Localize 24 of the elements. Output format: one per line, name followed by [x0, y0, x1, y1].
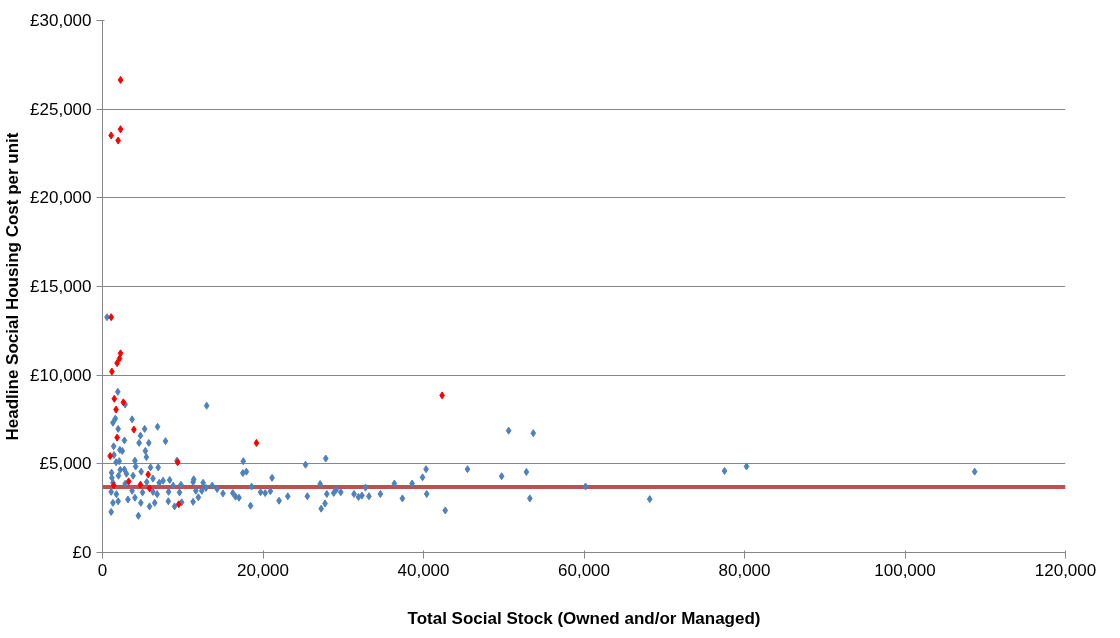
point: [125, 477, 132, 486]
point: [137, 480, 144, 489]
x-tick-label: 60,000: [558, 560, 610, 580]
y-tick-label: £0: [72, 543, 92, 562]
point: [117, 75, 124, 84]
x-tick-label: 20,000: [237, 560, 289, 580]
y-tick-label: £20,000: [30, 188, 92, 208]
y-tick-label: £5,000: [39, 454, 92, 474]
y-axis-title: Headline Social Housing Cost per unit: [3, 132, 23, 441]
x-tick-label: 120,000: [1034, 560, 1097, 580]
y-tick-label: £10,000: [30, 365, 92, 385]
x-tick-label: 80,000: [718, 560, 771, 580]
point: [146, 484, 153, 493]
x-tick-label: 100,000: [874, 560, 936, 580]
y-tick-label: £25,000: [30, 99, 92, 119]
x-axis-title: Total Social Stock (Owned and/or Managed): [407, 608, 761, 628]
point: [253, 438, 260, 447]
y-tick-label: £15,000: [30, 277, 92, 296]
point: [116, 354, 123, 363]
x-tick-label: 0: [97, 560, 108, 580]
x-tick-label: 40,000: [397, 560, 450, 580]
point: [111, 394, 118, 403]
y-tick-label: £30,000: [30, 11, 92, 30]
point: [117, 125, 124, 134]
